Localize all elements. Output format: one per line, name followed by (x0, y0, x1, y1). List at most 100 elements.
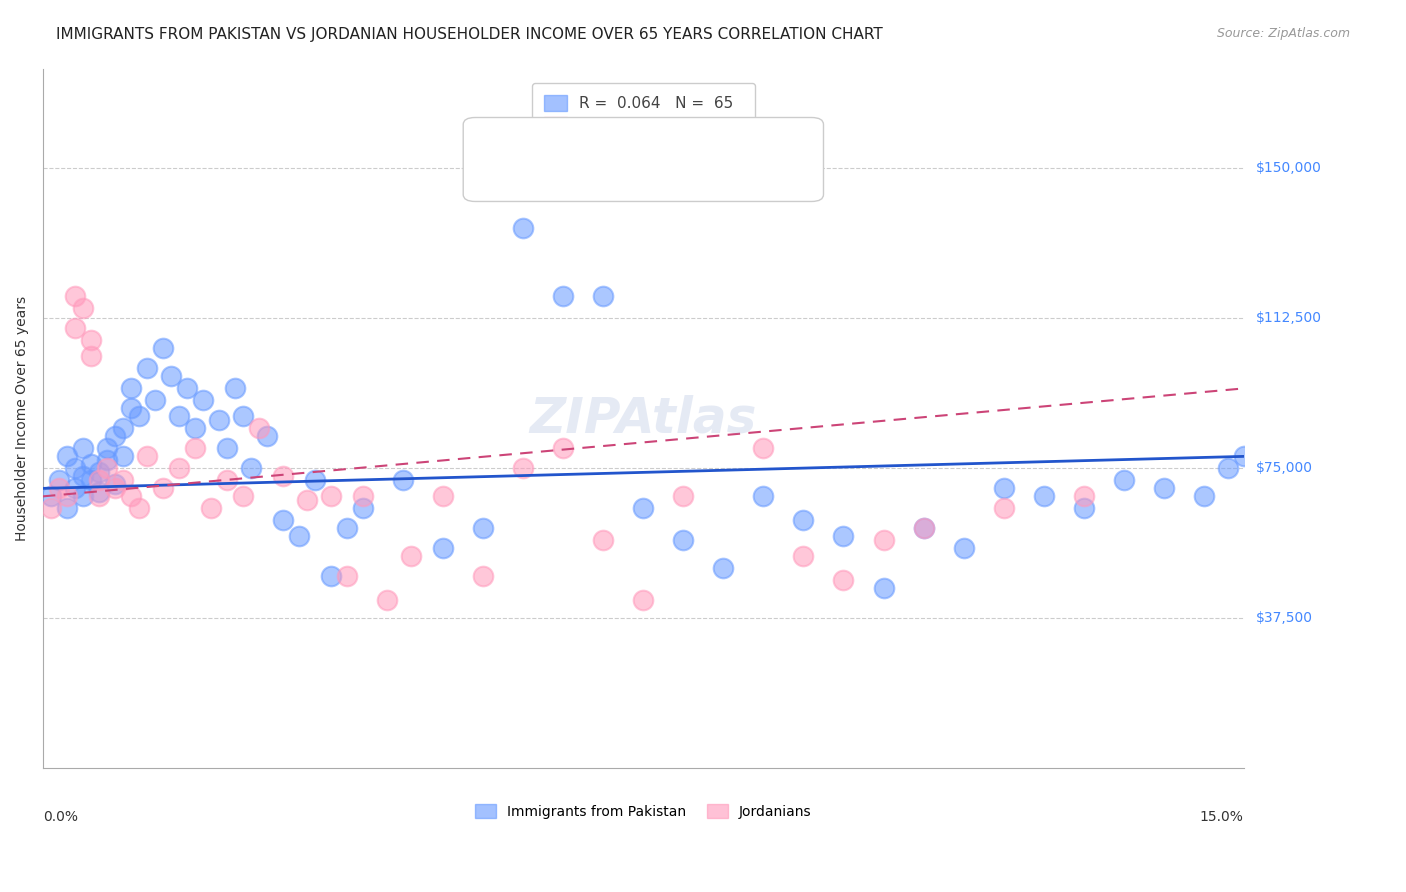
Point (80, 334, 103, 348)
Point (232, 489, 254, 503)
Point (288, 529, 311, 543)
Point (352, 489, 374, 503)
Point (176, 381, 198, 395)
Point (191, 393, 214, 408)
Point (72, 301, 94, 316)
Point (160, 369, 183, 384)
Point (87, 466, 110, 480)
Point (200, 501, 222, 516)
Point (63, 321, 86, 335)
Text: IMMIGRANTS FROM PAKISTAN VS JORDANIAN HOUSEHOLDER INCOME OVER 65 YEARS CORRELATI: IMMIGRANTS FROM PAKISTAN VS JORDANIAN HO… (56, 27, 883, 42)
Point (592, 533, 614, 548)
Text: ZIPAtlas: ZIPAtlas (530, 394, 756, 442)
Point (872, 533, 894, 548)
Point (72, 442, 94, 456)
Point (167, 409, 190, 424)
Point (184, 421, 207, 435)
Point (713, 561, 735, 575)
Point (792, 513, 814, 527)
Point (111, 474, 134, 488)
Point (512, 461, 534, 475)
Point (104, 481, 127, 495)
Point (872, 582, 894, 596)
Point (1112, 474, 1135, 488)
Point (271, 513, 294, 527)
Point (143, 393, 166, 408)
Point (672, 533, 695, 548)
Point (832, 574, 855, 588)
Text: $150,000: $150,000 (1256, 161, 1322, 176)
Point (247, 421, 270, 435)
Point (184, 442, 207, 456)
Point (56, 489, 79, 503)
Point (215, 474, 238, 488)
Point (336, 521, 359, 535)
Point (1192, 489, 1215, 503)
Point (56, 501, 79, 516)
Point (553, 289, 575, 303)
Point (633, 593, 655, 607)
Point (152, 481, 174, 495)
Point (128, 501, 150, 516)
Point (208, 413, 231, 427)
Point (120, 401, 142, 416)
Point (352, 501, 374, 516)
Point (392, 474, 415, 488)
Point (592, 289, 614, 303)
Point (39, 489, 62, 503)
Point (713, 169, 735, 184)
Point (472, 521, 495, 535)
Point (832, 529, 855, 543)
Point (215, 442, 238, 456)
Point (136, 361, 159, 376)
Y-axis label: Householder Income Over 65 years: Householder Income Over 65 years (15, 296, 30, 541)
Point (80, 474, 103, 488)
Point (472, 569, 495, 583)
Point (633, 501, 655, 516)
Point (96, 461, 118, 475)
Point (432, 489, 454, 503)
Point (87, 474, 110, 488)
Point (792, 549, 814, 564)
Point (111, 421, 134, 435)
Legend: Immigrants from Pakistan, Jordanians: Immigrants from Pakistan, Jordanians (470, 798, 817, 824)
Point (752, 442, 775, 456)
Text: Source: ZipAtlas.com: Source: ZipAtlas.com (1216, 27, 1350, 40)
Text: 15.0%: 15.0% (1199, 810, 1244, 824)
Point (375, 593, 398, 607)
Point (752, 489, 775, 503)
Point (1233, 450, 1256, 464)
Point (48, 474, 70, 488)
Point (295, 493, 318, 508)
Point (104, 429, 127, 443)
Point (256, 429, 278, 443)
Point (553, 442, 575, 456)
Point (993, 501, 1015, 516)
Point (399, 549, 422, 564)
Point (304, 474, 326, 488)
Point (1032, 489, 1054, 503)
Point (120, 489, 142, 503)
Point (96, 453, 118, 467)
Point (672, 489, 695, 503)
Point (136, 450, 159, 464)
Point (912, 521, 935, 535)
Point (39, 501, 62, 516)
FancyBboxPatch shape (463, 118, 824, 202)
Point (167, 461, 190, 475)
Point (96, 442, 118, 456)
Point (48, 481, 70, 495)
Point (336, 569, 359, 583)
Point (1073, 489, 1095, 503)
Point (104, 477, 127, 491)
Point (1153, 481, 1175, 495)
Point (240, 461, 263, 475)
Point (72, 489, 94, 503)
Point (80, 458, 103, 472)
Point (80, 350, 103, 364)
Point (912, 521, 935, 535)
Point (63, 461, 86, 475)
Text: 0.0%: 0.0% (44, 810, 77, 824)
Point (271, 469, 294, 483)
Point (512, 221, 534, 235)
